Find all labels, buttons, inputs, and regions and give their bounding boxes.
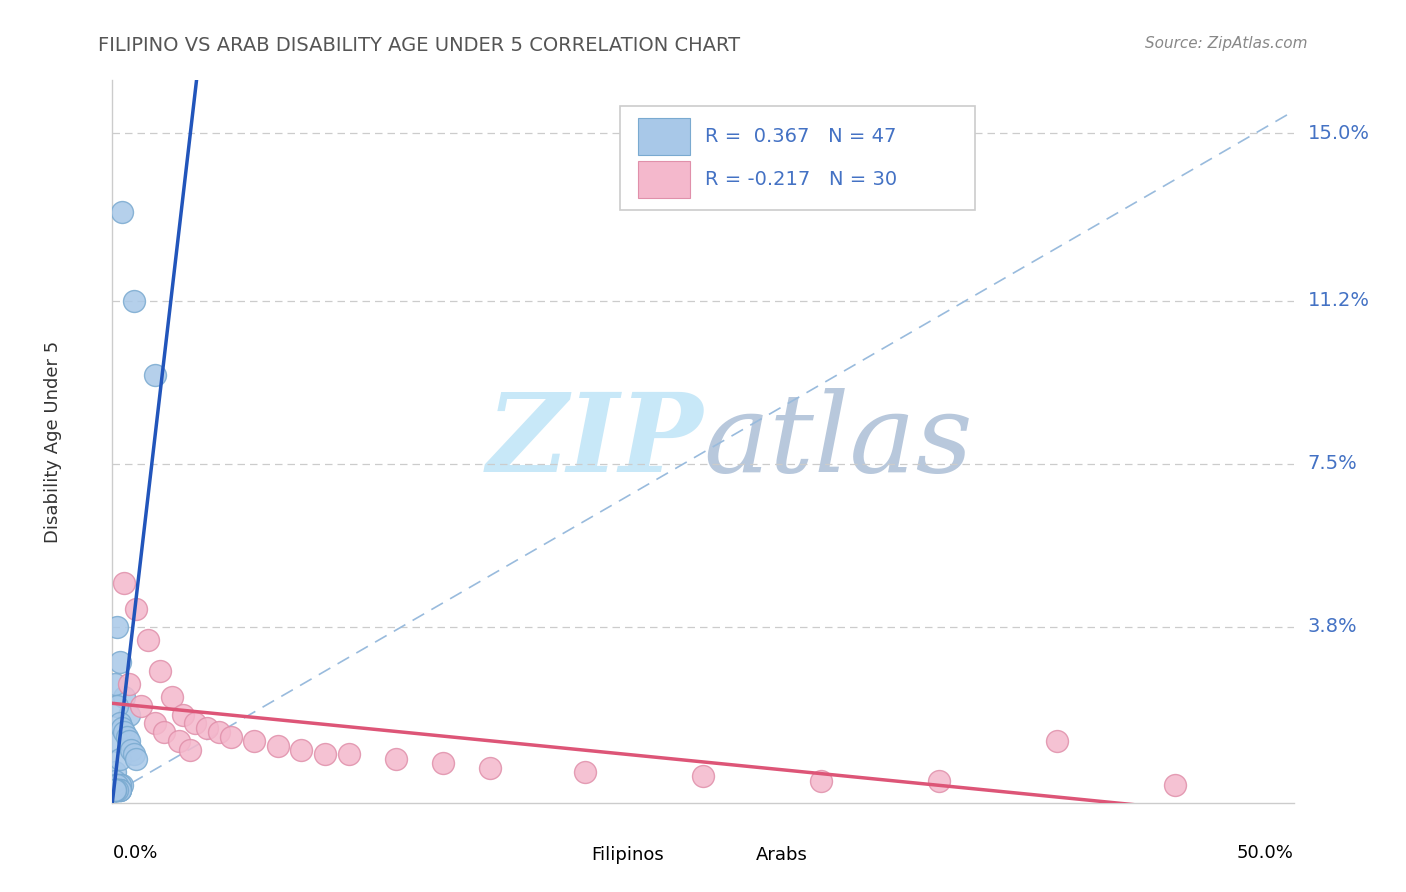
Point [574, 764, 596, 779]
Point [219, 730, 242, 744]
Point [112, 725, 135, 739]
Point [105, 782, 128, 797]
Point [105, 782, 128, 797]
Point [108, 782, 131, 797]
Point [105, 778, 128, 792]
Point [104, 677, 127, 691]
Point [153, 725, 176, 739]
FancyBboxPatch shape [638, 118, 690, 155]
Point [810, 773, 832, 788]
Point [143, 368, 166, 383]
Text: Source: ZipAtlas.com: Source: ZipAtlas.com [1144, 36, 1308, 51]
Text: 0.0%: 0.0% [112, 845, 157, 863]
Text: Disability Age Under 5: Disability Age Under 5 [45, 341, 62, 542]
Point [118, 677, 141, 691]
Point [1164, 778, 1187, 792]
Point [111, 778, 134, 792]
Point [432, 756, 454, 771]
Point [104, 773, 127, 788]
Point [104, 778, 127, 792]
Point [105, 619, 128, 633]
Point [479, 760, 502, 774]
Text: FILIPINO VS ARAB DISABILITY AGE UNDER 5 CORRELATION CHART: FILIPINO VS ARAB DISABILITY AGE UNDER 5 … [98, 36, 741, 54]
Point [105, 698, 128, 713]
Point [105, 734, 128, 748]
Point [104, 782, 127, 797]
Text: 50.0%: 50.0% [1237, 845, 1294, 863]
Text: 7.5%: 7.5% [1308, 454, 1357, 473]
Point [208, 725, 231, 739]
Point [108, 752, 131, 766]
Point [108, 778, 131, 792]
FancyBboxPatch shape [620, 105, 974, 211]
Point [104, 782, 127, 797]
Text: ZIP: ZIP [486, 388, 703, 495]
Point [108, 778, 131, 792]
Point [125, 602, 148, 616]
Text: 15.0%: 15.0% [1308, 124, 1369, 143]
Point [692, 769, 714, 783]
Point [243, 734, 266, 748]
Point [129, 698, 152, 713]
Point [179, 743, 201, 757]
Point [108, 782, 131, 797]
FancyBboxPatch shape [638, 161, 690, 198]
Text: 3.8%: 3.8% [1308, 617, 1357, 636]
Point [104, 782, 127, 797]
Point [105, 778, 128, 792]
Point [290, 743, 312, 757]
Point [104, 782, 127, 797]
Text: R = -0.217   N = 30: R = -0.217 N = 30 [706, 169, 897, 189]
Point [108, 655, 131, 669]
Point [105, 782, 128, 797]
Point [195, 721, 218, 735]
Point [267, 739, 290, 753]
Point [104, 782, 127, 797]
Point [184, 716, 207, 731]
Point [314, 747, 336, 762]
Text: R =  0.367   N = 47: R = 0.367 N = 47 [706, 127, 897, 146]
Text: 11.2%: 11.2% [1308, 291, 1369, 310]
Point [928, 773, 950, 788]
Point [104, 782, 127, 797]
Text: atlas: atlas [703, 388, 973, 495]
Point [337, 747, 360, 762]
Point [108, 782, 131, 797]
Point [104, 764, 127, 779]
Point [120, 743, 142, 757]
Point [136, 632, 159, 647]
Text: Filipinos: Filipinos [591, 846, 664, 863]
Text: Arabs: Arabs [756, 846, 808, 863]
FancyBboxPatch shape [707, 838, 751, 872]
Point [149, 664, 172, 678]
Point [105, 782, 128, 797]
Point [125, 752, 148, 766]
Point [112, 575, 135, 590]
Point [104, 782, 127, 797]
Point [105, 778, 128, 792]
Point [122, 293, 145, 308]
Point [105, 782, 128, 797]
Point [118, 734, 141, 748]
Point [122, 747, 145, 762]
Point [1046, 734, 1069, 748]
Point [105, 782, 128, 797]
Point [143, 716, 166, 731]
Point [104, 782, 127, 797]
Point [385, 752, 408, 766]
Point [104, 782, 127, 797]
Point [118, 707, 141, 722]
FancyBboxPatch shape [541, 838, 585, 872]
Point [160, 690, 183, 704]
Point [115, 730, 138, 744]
Point [108, 716, 131, 731]
Point [112, 690, 135, 704]
Point [167, 734, 190, 748]
Point [172, 707, 194, 722]
Point [111, 205, 134, 219]
Point [111, 721, 134, 735]
Point [104, 782, 127, 797]
